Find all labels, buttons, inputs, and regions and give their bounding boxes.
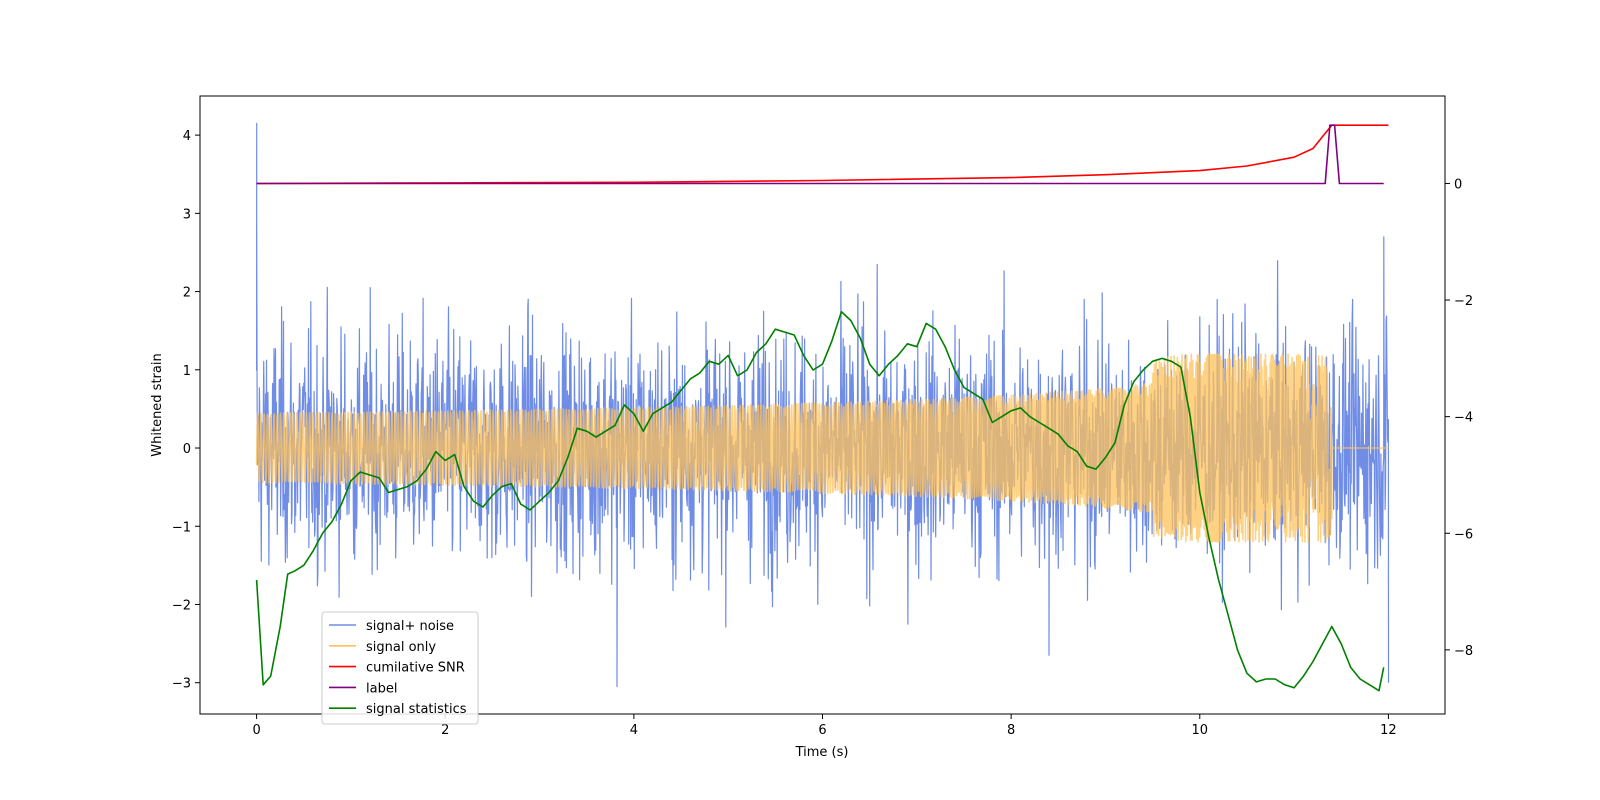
legend-label: signal only xyxy=(366,640,436,655)
y2-tick-label: −4 xyxy=(1454,411,1473,426)
series-layer xyxy=(255,122,1390,692)
y2-tick-label: −2 xyxy=(1454,294,1473,309)
y2-tick-label: −6 xyxy=(1454,527,1473,542)
y2-tick-label: −8 xyxy=(1454,644,1473,659)
y-tick-label: 2 xyxy=(183,286,191,301)
legend-label: signal statistics xyxy=(366,702,467,717)
series-line-2 xyxy=(256,124,1389,185)
legend-label: cumilative SNR xyxy=(366,661,465,676)
x-tick-label: 0 xyxy=(252,723,260,738)
series-line-3 xyxy=(256,124,1384,185)
legend: signal+ noise signal only cumilative SNR la… xyxy=(321,611,479,725)
y-axis-left: −3 −2 −1 0 1 2 3 4 xyxy=(172,129,200,692)
x-tick-label: 2 xyxy=(441,723,449,738)
y-axis-label: Whitened strain xyxy=(150,353,165,456)
y-axis-right: −8 −6 −4 −2 0 xyxy=(1445,177,1473,659)
x-tick-label: 6 xyxy=(818,723,826,738)
legend-label: signal+ noise xyxy=(366,619,454,634)
x-tick-label: 4 xyxy=(630,723,638,738)
y-tick-label: −2 xyxy=(172,598,191,613)
y-tick-label: 4 xyxy=(183,129,191,144)
x-tick-label: 12 xyxy=(1380,723,1397,738)
x-axis-label: Time (s) xyxy=(795,745,849,760)
y-tick-label: 1 xyxy=(183,364,191,379)
legend-frame xyxy=(321,611,479,725)
legend-label: label xyxy=(366,681,397,696)
y2-tick-label: 0 xyxy=(1454,177,1462,192)
y-tick-label: 0 xyxy=(183,442,191,457)
y-tick-label: −3 xyxy=(172,677,191,692)
x-tick-label: 10 xyxy=(1191,723,1208,738)
y-tick-label: −1 xyxy=(172,520,191,535)
series-line-4 xyxy=(255,310,1385,692)
x-tick-label: 8 xyxy=(1007,723,1015,738)
y-tick-label: 3 xyxy=(183,207,191,222)
series-line-1 xyxy=(255,353,1389,543)
